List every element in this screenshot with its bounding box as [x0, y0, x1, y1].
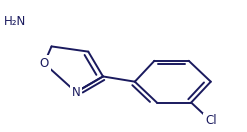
Text: Cl: Cl [205, 114, 217, 127]
Text: H₂N: H₂N [4, 15, 26, 28]
Text: O: O [40, 57, 49, 70]
Text: N: N [72, 86, 80, 99]
